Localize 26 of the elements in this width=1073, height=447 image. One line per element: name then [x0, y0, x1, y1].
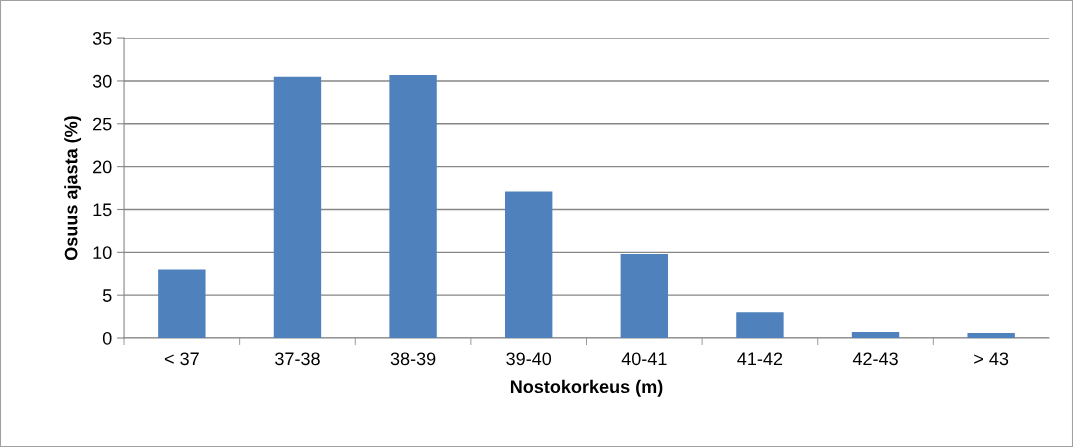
bar — [273, 76, 322, 339]
x-tick-label: 38-39 — [390, 352, 436, 366]
bar — [389, 74, 437, 339]
bar — [967, 332, 1015, 339]
y-tick-label: 30 — [92, 74, 112, 88]
x-axis-title: Nostokorkeus (m) — [510, 379, 663, 397]
y-tick-label: 20 — [93, 160, 112, 174]
bar — [620, 254, 669, 339]
y-axis-title: Osuus ajasta (%) — [64, 116, 82, 261]
y-tick-label: 25 — [93, 117, 112, 131]
y-tick-label: 0 — [102, 331, 112, 345]
x-tick-label: 41-42 — [737, 352, 783, 365]
x-tick-label: < 37 — [164, 352, 199, 366]
y-tick-label: 35 — [92, 32, 112, 45]
bar — [851, 332, 900, 339]
x-tick-label: > 43 — [974, 352, 1009, 366]
y-tick-label: 10 — [93, 246, 112, 260]
x-tick-label: 40-41 — [621, 352, 667, 366]
y-tick-label: 15 — [93, 203, 112, 217]
bar — [158, 269, 206, 339]
x-tick-label: 42-43 — [852, 352, 898, 366]
y-tick-label: 5 — [102, 289, 112, 302]
x-tick-label: 37-38 — [275, 352, 320, 366]
bar — [504, 191, 553, 339]
x-tick-label: 39-40 — [506, 352, 552, 366]
bar — [736, 312, 784, 339]
